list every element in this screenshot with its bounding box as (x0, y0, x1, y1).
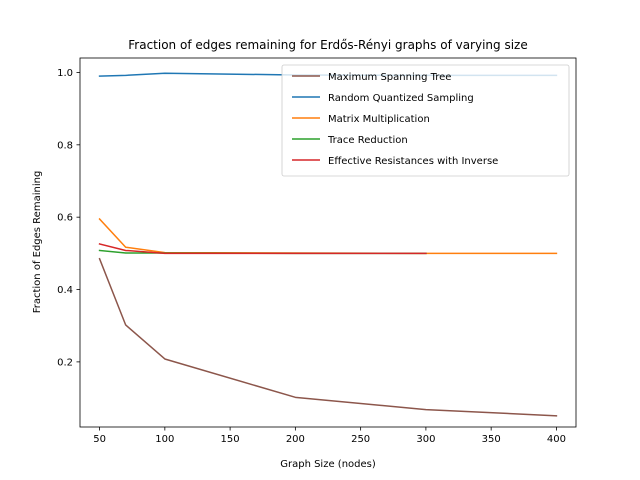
x-axis: 50 100 150 200 250 300 350 400 (93, 427, 566, 445)
legend-entry: Maximum Spanning Tree (328, 72, 451, 83)
series-line-0 (98, 257, 558, 417)
y-tick-label: 0.6 (57, 213, 73, 224)
y-tick-label: 0.2 (57, 357, 73, 368)
x-tick-label: 200 (286, 434, 305, 445)
legend-frame (281, 64, 570, 177)
x-axis-label: Graph Size (nodes) (280, 459, 376, 470)
chart-title: Fraction of edges remaining for Erdős-Ré… (128, 38, 527, 52)
x-tick-label: 50 (93, 434, 106, 445)
legend-entry: Effective Resistances with Inverse (328, 156, 498, 167)
x-tick-label: 250 (351, 434, 370, 445)
x-tick-label: 400 (547, 434, 566, 445)
legend-entry: Matrix Multiplication (328, 114, 430, 125)
series-line-4 (98, 243, 427, 255)
x-tick-label: 100 (155, 434, 174, 445)
y-axis-label: Fraction of Edges Remaining (32, 171, 43, 314)
y-tick-label: 0.8 (57, 140, 73, 151)
y-tick-label: 0.4 (57, 285, 73, 296)
y-tick-label: 1.0 (57, 68, 73, 79)
legend-entry: Random Quantized Sampling (328, 93, 474, 104)
legend: Maximum Spanning Tree Random Quantized Sa… (281, 64, 570, 177)
x-tick-label: 350 (482, 434, 501, 445)
x-tick-label: 300 (416, 434, 435, 445)
x-tick-label: 150 (221, 434, 240, 445)
legend-entry: Trace Reduction (327, 135, 408, 146)
y-axis: 0.2 0.4 0.6 0.8 1.0 (57, 68, 80, 368)
plot-frame (79, 57, 577, 428)
